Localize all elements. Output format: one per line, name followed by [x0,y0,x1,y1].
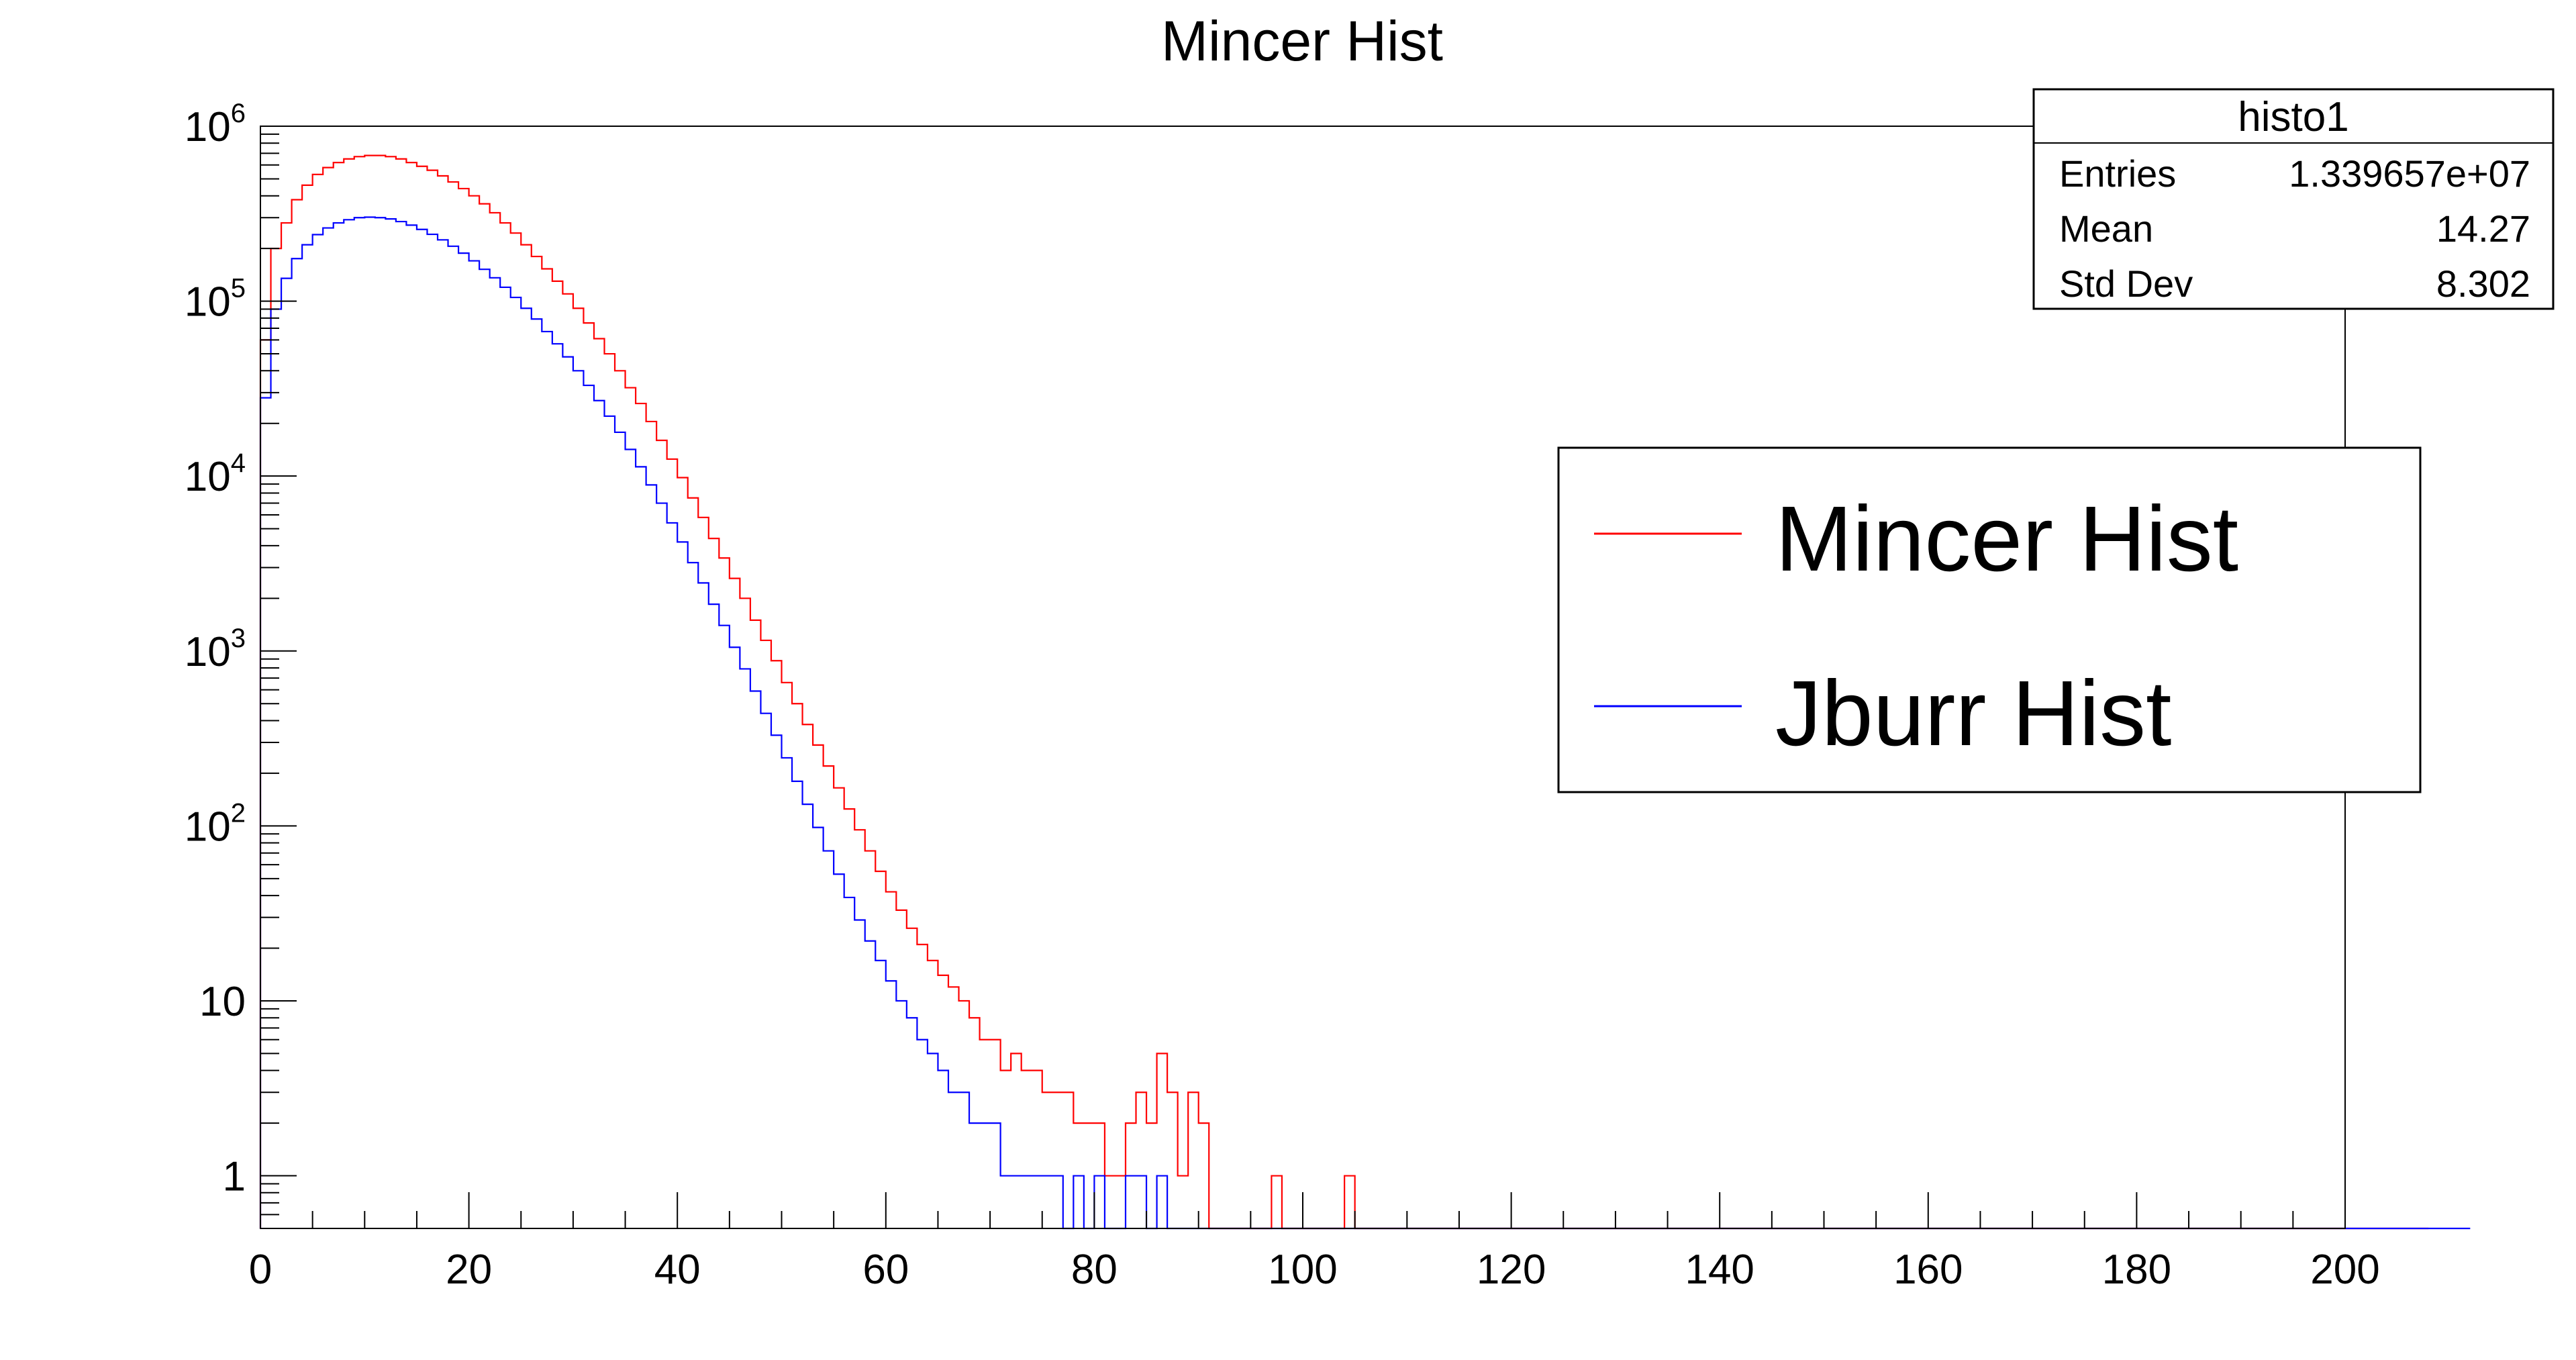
y-tick-label: 1 [223,1154,246,1200]
y-tick-label: 106 [185,99,246,150]
y-tick-label: 10 [199,979,246,1025]
stats-box: histo1 Entries 1.339657e+07 Mean 14.27 S… [2032,88,2555,310]
x-tick-label: 120 [1477,1247,1546,1293]
x-tick-label: 160 [1893,1247,1963,1293]
x-tick-label: 80 [1071,1247,1118,1293]
x-tick-label: 20 [446,1247,492,1293]
stats-entries-value: 1.339657e+07 [2289,152,2530,195]
y-tick-label: 102 [185,798,246,850]
stats-box-title: histo1 [2238,94,2348,140]
legend-label-mincer: Mincer Hist [1775,487,2238,591]
legend: Mincer Hist Jburr Hist [1557,446,2422,793]
legend-label-jburr: Jburr Hist [1775,662,2171,765]
legend-frame [1557,446,2422,793]
y-tick-label: 105 [185,274,246,326]
y-tick-label: 103 [185,624,246,675]
stats-box-frame [2032,88,2555,310]
x-tick-label: 100 [1268,1247,1337,1293]
stats-stddev-value: 8.302 [2436,262,2530,305]
stats-mean-value: 14.27 [2436,207,2530,250]
x-tick-label: 60 [862,1247,909,1293]
x-tick-label: 180 [2102,1247,2171,1293]
stats-mean-label: Mean [2059,207,2153,250]
axes: 0 20 40 60 80 100 120 140 160 180 200 1 10 102 103 104 1… [185,99,2380,1293]
x-tick-label: 200 [2310,1247,2379,1293]
x-tick-label: 0 [249,1247,272,1293]
x-tick-label: 140 [1685,1247,1754,1293]
x-tick-label: 40 [654,1247,701,1293]
stats-stddev-label: Std Dev [2059,262,2193,305]
chart-title: Mincer Hist [1161,9,1443,72]
y-tick-label: 104 [185,448,246,500]
stats-entries-label: Entries [2059,152,2176,195]
